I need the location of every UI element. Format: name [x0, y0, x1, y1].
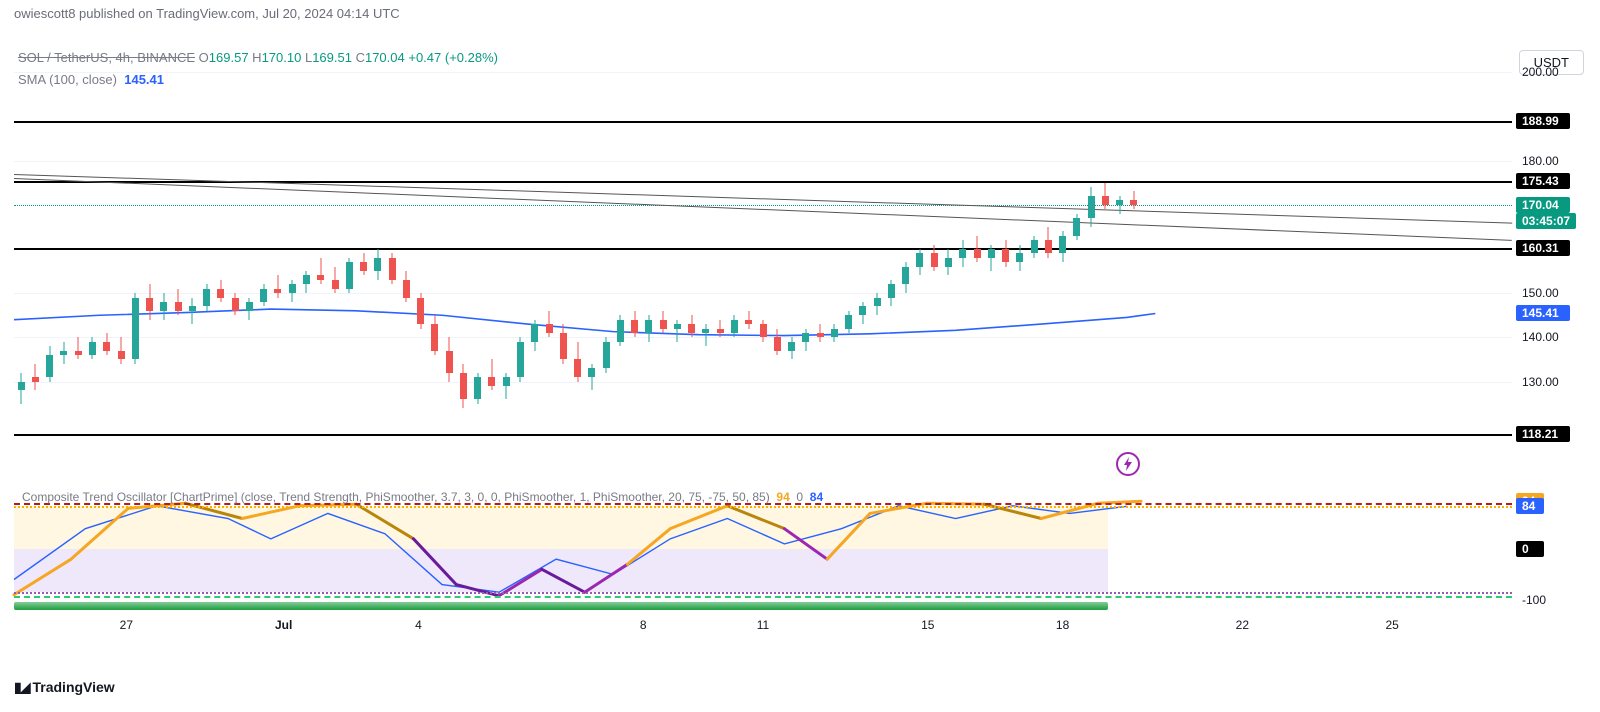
publish-info: owiescott8 published on TradingView.com,…	[14, 6, 400, 21]
main-chart[interactable]	[14, 50, 1512, 470]
time-axis[interactable]: 27Jul481115182225	[14, 614, 1512, 642]
logo-icon: ▮◢	[14, 679, 28, 695]
price-axis[interactable]: 200.00180.00150.00140.00130.00188.99175.…	[1514, 50, 1600, 470]
indicator-pane[interactable]: Composite Trend Oscillator [ChartPrime] …	[14, 488, 1512, 610]
flash-icon[interactable]	[1116, 452, 1140, 476]
indicator-title: Composite Trend Oscillator [ChartPrime] …	[22, 490, 823, 504]
indicator-axis[interactable]: 94840-100	[1514, 488, 1600, 610]
tradingview-logo: ▮◢TradingView	[14, 679, 115, 696]
